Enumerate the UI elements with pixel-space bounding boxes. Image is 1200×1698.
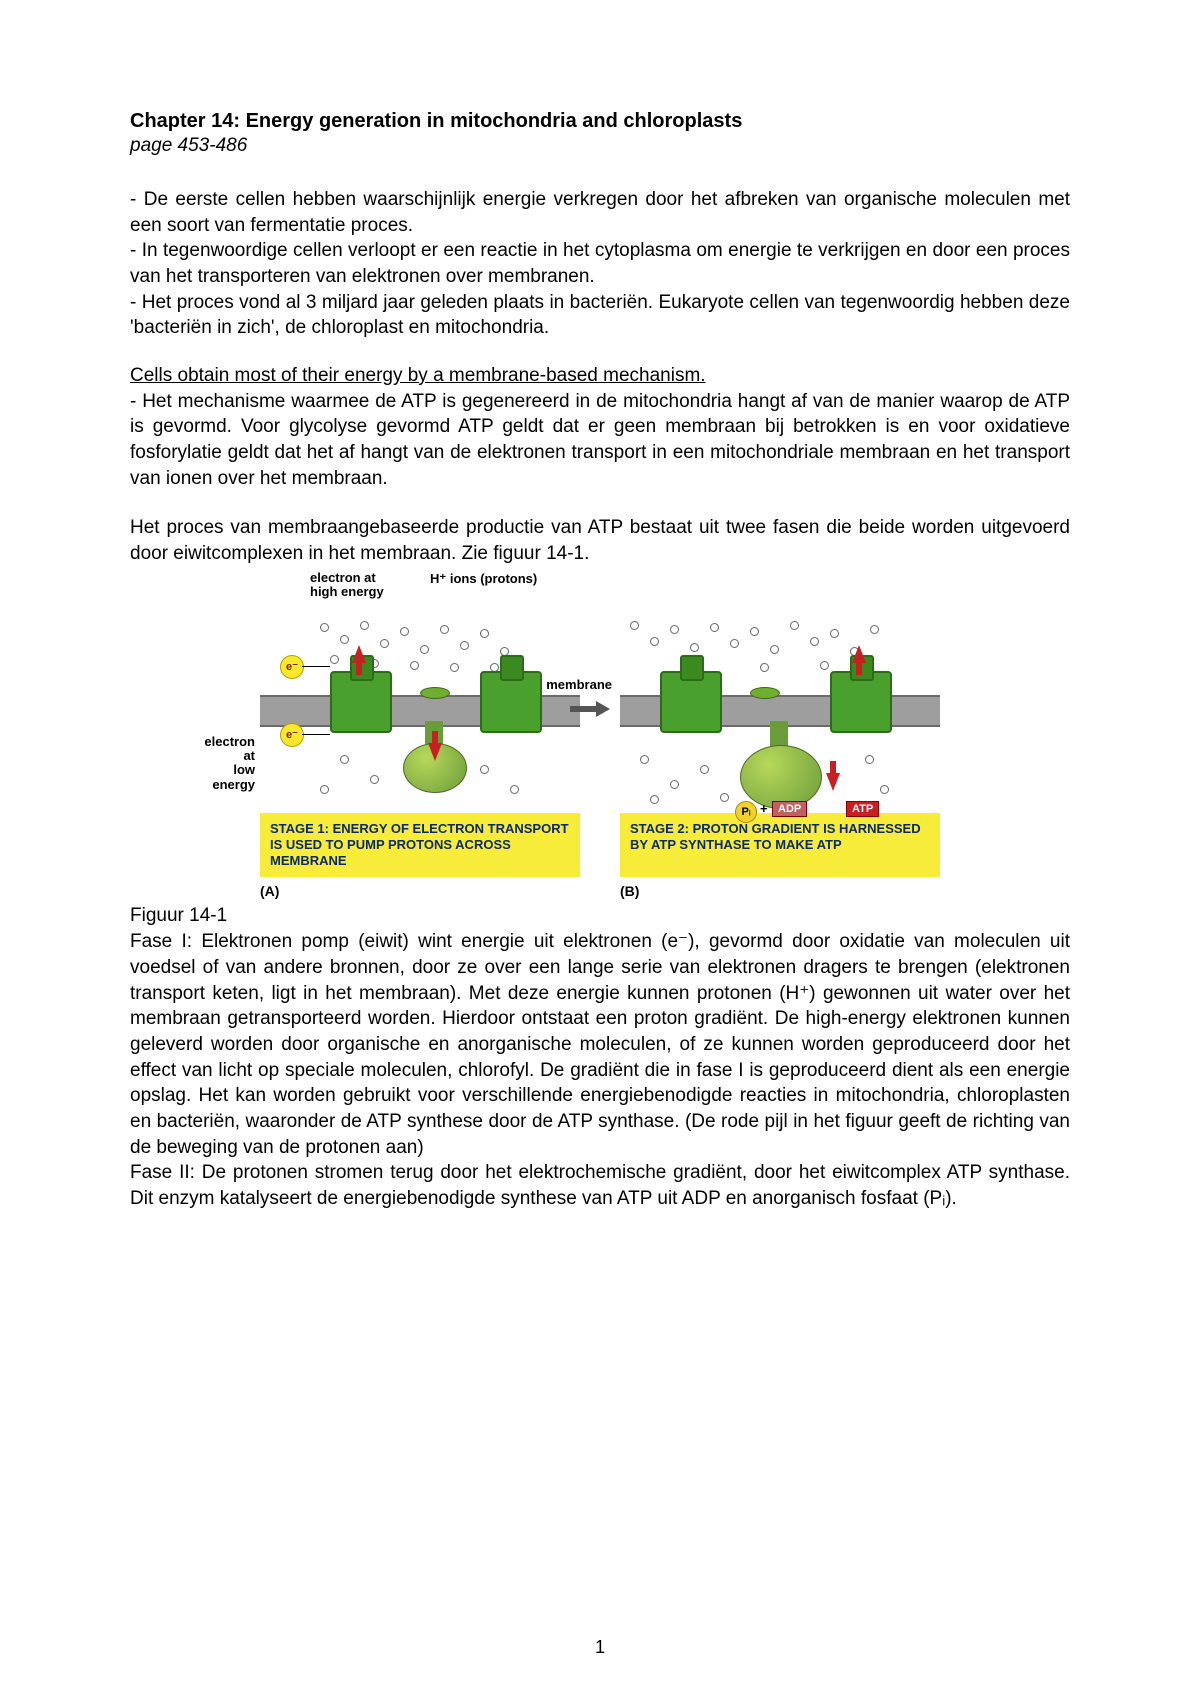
pi-badge: Pᵢ — [735, 801, 757, 823]
membrane-label: membrane — [546, 677, 612, 692]
page-range: page 453-486 — [130, 135, 1070, 157]
proton-arrow-up-icon — [852, 645, 866, 663]
document-page: Chapter 14: Energy generation in mitocho… — [0, 0, 1200, 1698]
carrier-icon — [420, 687, 450, 699]
mechanism-paragraph: - Het mechanisme waarmee de ATP is gegen… — [130, 389, 1070, 492]
figure-caption: Figuur 14-1 — [130, 905, 1070, 927]
phase1-paragraph: Fase I: Elektronen pomp (eiwit) wint ene… — [130, 929, 1070, 1160]
panel-b-letter: (B) — [620, 883, 940, 899]
panel-a-letter: (A) — [260, 883, 580, 899]
electron-high-icon: e⁻ — [280, 655, 304, 679]
label-electron-high: electron at high energy — [310, 571, 384, 600]
proton-arrow-down-icon — [428, 743, 442, 761]
carrier-icon — [750, 687, 780, 699]
two-phases-paragraph: Het proces van membraangebaseerde produc… — [130, 515, 1070, 566]
stage1-caption: STAGE 1: ENERGY OF ELECTRON TRANSPORT IS… — [260, 813, 580, 878]
intro-paragraph: - De eerste cellen hebben waarschijnlijk… — [130, 187, 1070, 341]
label-electron-low: electron at low energy — [200, 735, 255, 792]
adp-badge: ADP — [772, 801, 807, 817]
plus-icon: + — [760, 801, 768, 816]
proton-arrow-up-icon — [352, 645, 366, 663]
figure-14-1: electron at high energy H⁺ ions (protons… — [260, 571, 940, 900]
panel-b: Pᵢ + ADP ATP — [620, 615, 940, 805]
atp-synthase-head-icon — [740, 745, 822, 809]
electron-low-icon: e⁻ — [280, 723, 304, 747]
label-h-ions: H⁺ ions (protons) — [430, 571, 537, 587]
stage2-caption: STAGE 2: PROTON GRADIENT IS HARNESSED BY… — [620, 813, 940, 878]
panel-a: e⁻ e⁻ electron at low energy membrane — [260, 615, 580, 805]
chapter-title: Chapter 14: Energy generation in mitocho… — [130, 110, 1070, 133]
electron-pump-icon — [830, 671, 892, 733]
page-number: 1 — [0, 1637, 1200, 1658]
electron-pump-icon — [660, 671, 722, 733]
electron-pump-icon — [480, 671, 542, 733]
atp-badge: ATP — [846, 801, 879, 817]
transition-arrow-icon — [570, 703, 610, 715]
proton-arrow-down-icon — [826, 773, 840, 791]
electron-pump-icon — [330, 671, 392, 733]
section-heading: Cells obtain most of their energy by a m… — [130, 365, 1070, 387]
phase2-paragraph: Fase II: De protonen stromen terug door … — [130, 1160, 1070, 1211]
